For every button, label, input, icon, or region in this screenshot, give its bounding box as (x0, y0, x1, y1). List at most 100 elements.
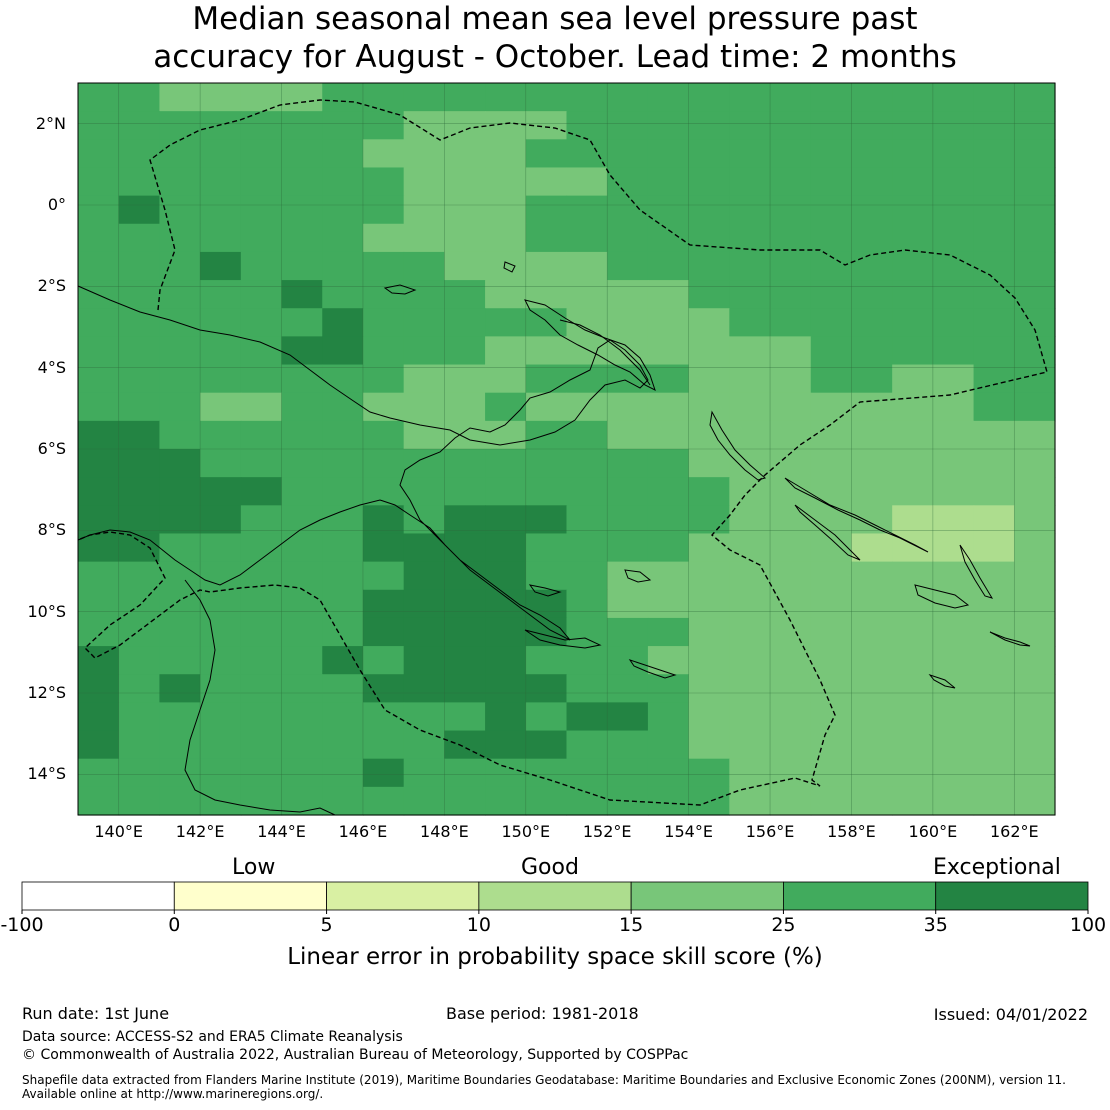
skill-cell (932, 758, 975, 788)
skill-cell (729, 589, 771, 619)
skill-cell (281, 758, 323, 788)
skill-cell (770, 111, 812, 140)
skill-cell (729, 449, 771, 478)
skill-cell (973, 308, 1015, 337)
skill-cell (403, 646, 445, 675)
skill-cell (281, 449, 323, 478)
new-guinea-coastline (77, 285, 649, 641)
skill-cell (485, 477, 527, 506)
skill-cell (485, 646, 527, 675)
run-date: Run date: 1st June (22, 1004, 170, 1023)
skill-cell (892, 674, 934, 703)
skill-cell (525, 83, 568, 112)
skill-cell (200, 280, 242, 309)
skill-cell (403, 674, 445, 703)
skill-cell (973, 505, 1015, 535)
skill-cell (973, 364, 1015, 394)
skill-cell (322, 449, 364, 478)
skill-cell (566, 477, 608, 506)
skill-cell (973, 449, 1015, 478)
skill-cell (810, 617, 853, 647)
skill-cell (240, 280, 283, 309)
skill-cell (851, 505, 893, 535)
skill-cell (607, 139, 649, 169)
skill-cell (770, 223, 812, 253)
skill-cell (892, 730, 934, 760)
skill-cell (322, 420, 364, 450)
skill-cell (78, 251, 120, 281)
skill-cell (403, 449, 445, 478)
skill-cell (403, 195, 445, 225)
skill-cell (892, 646, 934, 675)
skill-cell (159, 589, 201, 619)
skill-cell (932, 139, 975, 169)
y-tick-label: 14°S (27, 764, 66, 784)
skill-cell (240, 420, 283, 450)
skill-cell (525, 364, 568, 394)
skill-cell (322, 730, 364, 760)
title-line-2: accuracy for August - October. Lead time… (153, 39, 957, 75)
skill-cell (362, 589, 405, 619)
skill-cell (932, 730, 975, 760)
skill-cell (78, 139, 120, 169)
skill-cell (444, 420, 486, 450)
skill-cell (159, 786, 201, 816)
skill-cell (444, 674, 486, 703)
skill-cell (525, 195, 568, 225)
skill-cell (525, 308, 568, 337)
title-line-1: Median seasonal mean sea level pressure … (192, 1, 918, 37)
skill-cell (688, 533, 730, 563)
skill-cell (118, 167, 161, 197)
skill-cell (932, 617, 975, 647)
x-tick-label: 154°E (664, 822, 713, 841)
skill-cell (770, 251, 812, 281)
skill-cell (892, 702, 934, 732)
skill-cell (200, 223, 242, 253)
skill-cell (851, 561, 893, 591)
map-gridlines (78, 83, 1055, 815)
skill-cell (485, 786, 527, 816)
skill-cell (892, 364, 934, 394)
skill-cell (810, 336, 853, 366)
skill-cell (281, 589, 323, 619)
skill-cell (118, 83, 161, 112)
skill-cell (403, 111, 445, 140)
skill-cell (403, 505, 445, 535)
skill-cell (485, 505, 527, 535)
island-coastline-1 (628, 659, 677, 679)
skill-cell (322, 674, 364, 703)
skill-cell (240, 449, 283, 478)
skill-cell (810, 195, 853, 225)
skill-cell (688, 392, 730, 422)
skill-cell (200, 167, 242, 197)
skill-cell (281, 251, 323, 281)
skill-cell (525, 589, 568, 619)
skill-cell (810, 167, 853, 197)
y-tick-label: 8°S (37, 520, 66, 540)
colorbar-segment (783, 881, 937, 911)
skill-cell (118, 505, 161, 535)
skill-cell (892, 308, 934, 337)
skill-cell (647, 195, 690, 225)
skill-cell (973, 83, 1015, 112)
skill-cell (892, 139, 934, 169)
skill-cell (892, 251, 934, 281)
skill-cell (647, 280, 690, 309)
skill-cell (485, 308, 527, 337)
skill-cell (78, 702, 120, 732)
skill-cell (240, 533, 283, 563)
skill-cell (118, 617, 161, 647)
skill-cell (688, 477, 730, 506)
skill-cell (810, 589, 853, 619)
skill-cell (444, 589, 486, 619)
skill-cell (647, 477, 690, 506)
skill-cell (485, 167, 527, 197)
skill-cell (159, 336, 201, 366)
skill-cell (1014, 477, 1056, 506)
skill-cell (159, 617, 201, 647)
skill-cell (688, 730, 730, 760)
skill-cell (688, 83, 730, 112)
skill-cell (159, 139, 201, 169)
skill-cell (566, 280, 608, 309)
skill-cell (485, 223, 527, 253)
